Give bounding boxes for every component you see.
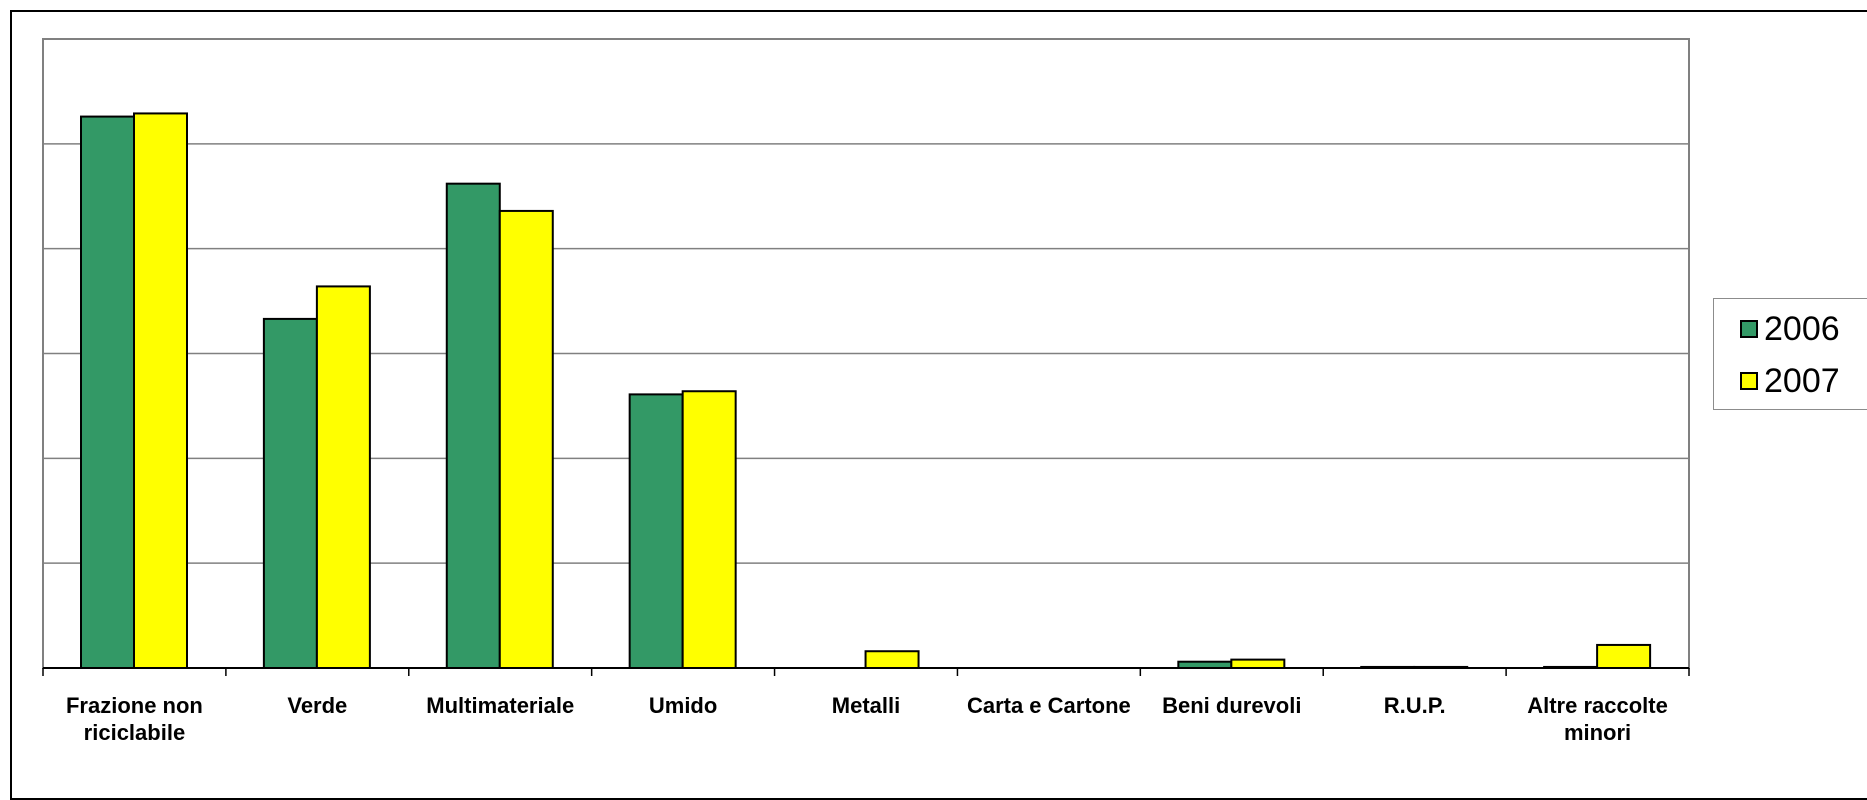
bar-2007-6 xyxy=(1230,658,1286,670)
category-label: Metalli xyxy=(832,693,900,718)
category-label: Verde xyxy=(287,693,347,718)
legend-item-2006: 2006 xyxy=(1740,309,1840,349)
bar-2006-2 xyxy=(445,182,501,669)
bar-2007-8 xyxy=(1596,643,1652,669)
bar-2007-1 xyxy=(315,285,371,669)
category-label: Beni durevoli xyxy=(1162,693,1301,718)
bar-chart: Frazione non riciclabile Verde Multimateria… xyxy=(42,38,1690,745)
bar-2007-3 xyxy=(681,390,737,669)
category-label: Umido xyxy=(649,693,717,718)
legend-swatch-2006 xyxy=(1740,320,1758,338)
legend: 2006 2007 xyxy=(1713,298,1867,410)
bar-2007-2 xyxy=(498,209,554,669)
category-label: Frazione non riciclabile xyxy=(66,693,203,745)
category-label: Carta e Cartone xyxy=(967,693,1131,718)
legend-label-2006: 2006 xyxy=(1764,309,1840,348)
category-label: R.U.P. xyxy=(1384,693,1446,718)
category-labels: Frazione non riciclabile Verde Multimateria… xyxy=(66,693,1668,745)
bar-2006-1 xyxy=(262,317,318,669)
legend-item-2007: 2007 xyxy=(1740,361,1840,401)
category-label: Multimateriale xyxy=(426,693,574,718)
bar-2007-0 xyxy=(133,112,188,670)
bar-2006-0 xyxy=(80,115,135,670)
legend-label-2007: 2007 xyxy=(1764,361,1840,400)
x-ticks xyxy=(42,668,1690,676)
bar-2006-3 xyxy=(628,393,684,669)
bar-2007-4 xyxy=(864,650,920,670)
bars xyxy=(80,112,1652,670)
category-label: Altre raccolte minori xyxy=(1527,693,1668,745)
legend-swatch-2007 xyxy=(1740,372,1758,390)
